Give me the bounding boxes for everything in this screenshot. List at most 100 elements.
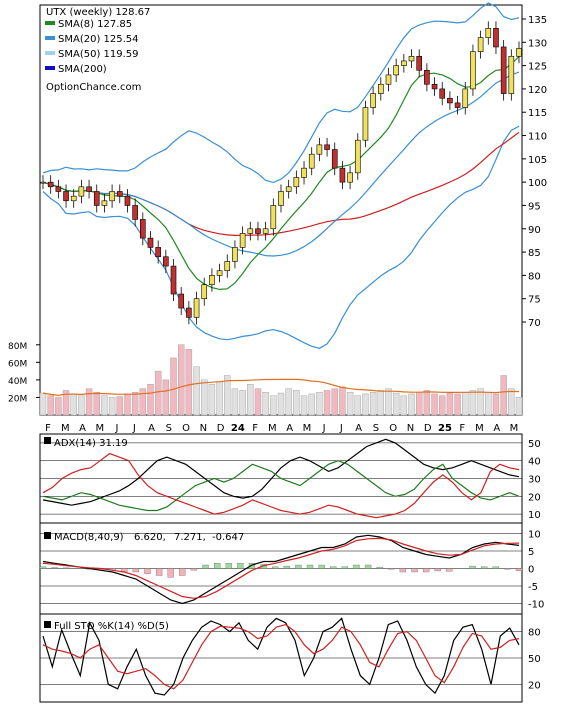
volume-bar [439,395,446,416]
candle-body [247,228,254,234]
macd-value: 6.620, [134,532,166,543]
macd-histogram-bar [330,566,337,569]
macd-histogram-bar [63,567,70,569]
volume-bar [55,397,62,416]
x-axis-label: J [322,423,326,434]
candle-body [508,55,515,94]
volume-bar [354,395,361,416]
sto-series-line [42,623,520,690]
candle-body [86,186,92,192]
macd-histogram-bar [341,566,349,569]
macd-histogram-bar [411,568,418,573]
candle-body [93,191,100,206]
macd-histogram-bar [225,563,232,569]
macd-histogram-bar [167,568,174,578]
sma-long-line [42,131,520,237]
x-axis-label: N [407,423,414,434]
candle-body [78,186,85,197]
candle-body [339,167,346,183]
adx-legend-swatch [44,437,51,444]
macd-histogram-bar [376,566,383,569]
candle-body [500,46,507,94]
sto-y-tick-label: 50 [528,654,541,665]
volume-bar [224,375,231,416]
candle-body [431,83,438,90]
x-axis-label: S [166,423,172,434]
candle-body [393,65,399,76]
candle-body [70,195,77,202]
price-y-tick-label: 115 [528,108,547,119]
x-axis-label: F [459,423,465,434]
candle-body [55,186,62,192]
volume-bar [201,379,208,416]
volume-bar [462,391,469,416]
x-axis-label: A [355,423,362,434]
macd-histogram-bar [399,568,407,573]
volume-bar [400,395,408,416]
volume-bar [139,388,147,416]
x-axis-label: J [132,423,136,434]
candle-body [155,247,161,258]
upper-bollinger-band [42,2,520,184]
x-axis-label: M [510,423,519,434]
candle-body [239,233,246,248]
lower-bollinger-band [42,125,520,349]
volume-bar [477,388,484,416]
candle-body [170,265,177,295]
macd-histogram-bar [434,568,441,572]
macd-histogram-bar [469,565,476,569]
volume-bar [308,393,315,416]
candle-body [47,181,54,188]
volume-bar [85,388,93,416]
legend-swatch [45,51,55,55]
volume-bar [293,390,300,416]
volume-bar [508,388,515,416]
price-y-tick-label: 125 [528,62,547,73]
volume-bar [116,396,123,416]
macd-histogram-bar [492,566,499,569]
candle-body [493,28,499,48]
volume-bar [93,391,100,416]
volume-bar [431,393,438,416]
candle-body [378,83,384,94]
volume-tick-label: 40M [8,377,27,387]
macd-legend-swatch [44,532,51,539]
volume-bar [377,390,385,416]
macd-histogram-bar [144,568,151,574]
candle-body [40,181,46,184]
volume-bar [392,392,400,416]
x-axis-label: N [200,423,207,434]
candle-body [293,177,300,188]
volume-bar [39,392,47,416]
candle-body [209,275,215,286]
macd-signal-value: 7.271, [174,532,206,543]
sto-series-line [42,617,520,696]
macd-series-line [42,537,520,599]
macd-histogram-bar [213,563,221,569]
x-axis-label: M [303,423,312,434]
x-axis-label: O [389,423,397,434]
macd-series-line [42,534,520,605]
candle-body [416,55,422,71]
volume-tick-label: 80M [8,342,27,352]
candle-body [354,139,361,174]
candle-body [401,60,407,66]
candle-body [462,88,469,108]
volume-bar [362,393,369,416]
volume-bar [369,391,377,416]
candle-body [285,186,292,192]
candle-body [308,153,315,169]
candle-body [132,205,138,220]
volume-bar [500,375,507,416]
candle-body [477,37,484,52]
x-axis-label: F [252,423,258,434]
price-y-tick-label: 130 [528,38,547,49]
price-y-tick-label: 80 [528,271,541,282]
adx-title: ADX(14) 31.19 [54,438,128,449]
x-axis-label: A [79,423,86,434]
macd-histogram-bar [202,564,209,569]
volume-tick-label: 20M [8,394,27,404]
candle-body [301,167,307,178]
x-axis-label: D [424,423,432,434]
